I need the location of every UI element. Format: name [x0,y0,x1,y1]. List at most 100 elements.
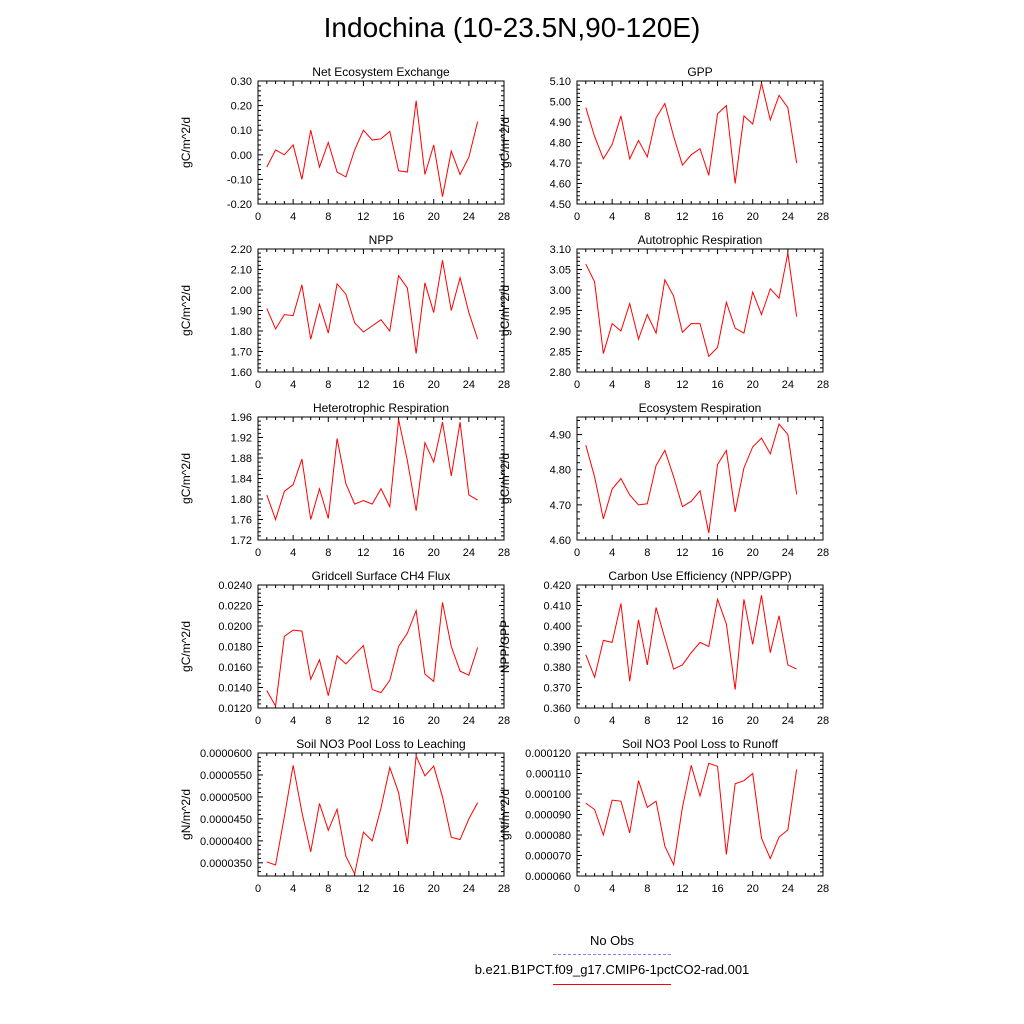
plot-frame [576,584,824,709]
plot-frame [257,80,505,205]
legend-line-no-obs [553,954,671,955]
y-tick-label: 0.0000450 [200,814,252,826]
y-axis-label: NPP/GPP [498,620,512,673]
panel-soil-no3-pool-loss-to-leaching: Soil NO3 Pool Loss to Leaching gN/m^2/d 0 4… [179,737,510,895]
x-tick-label: 28 [498,715,510,727]
x-tick-label: 8 [644,715,650,727]
panel-title: Carbon Use Efficiency (NPP/GPP) [608,569,791,583]
series-line-gpp [585,82,798,184]
series-line-npp [266,260,479,354]
plot-frame [257,752,505,877]
plot-frame [576,248,824,373]
x-tick-label: 8 [644,547,650,559]
x-tick-label: 12 [357,883,369,895]
series-line-heterotrophic-respiration [266,419,478,522]
x-tick-label: 0 [574,379,580,391]
y-tick-label: 0.0180 [218,642,252,654]
y-tick-label: 1.90 [231,306,252,318]
y-tick-label: 1.60 [231,367,252,379]
x-tick-label: 28 [817,883,829,895]
y-tick-label: 0.0000600 [200,748,252,760]
x-tick-label: 24 [782,547,794,559]
x-tick-label: 24 [782,211,794,223]
y-tick-label: 2.85 [550,347,571,359]
y-tick-label: 1.88 [231,453,252,465]
x-tick-label: 4 [609,883,615,895]
x-tick-label: 24 [463,379,475,391]
x-tick-label: 28 [498,883,510,895]
y-tick-label: 4.60 [550,535,571,547]
y-tick-label: 2.00 [231,285,252,297]
y-tick-label: 0.0160 [218,662,252,674]
x-tick-label: 0 [255,883,261,895]
y-tick-label: 0.420 [543,580,571,592]
y-axis-label: gN/m^2/d [179,789,193,840]
x-tick-label: 16 [711,715,723,727]
y-tick-label: 4.50 [550,199,571,211]
y-tick-label: 1.92 [231,433,252,445]
x-tick-label: 28 [498,379,510,391]
x-tick-label: 0 [574,547,580,559]
y-tick-label: 0.0240 [218,580,252,592]
panel-title: Heterotrophic Respiration [313,401,449,415]
panel-gpp: GPP gC/m^2/d 0 4 8 12 16 20 24 28 4.50 4.60 4.70 4.80… [498,65,829,223]
x-tick-label: 20 [428,211,440,223]
x-tick-label: 16 [392,715,404,727]
y-axis-label: gC/m^2/d [498,285,512,336]
y-tick-label: 0.400 [543,621,571,633]
x-tick-label: 28 [498,211,510,223]
y-tick-label: 0.410 [543,601,571,613]
y-tick-label: 2.20 [231,244,252,256]
x-tick-label: 20 [428,715,440,727]
panel-gridcell-surface-ch4-flux: Gridcell Surface CH4 Flux gC/m^2/d 0 4 8 12 16… [179,569,510,727]
y-tick-label: 1.84 [231,474,252,486]
y-tick-label: 3.00 [550,285,571,297]
x-tick-label: 4 [290,379,296,391]
x-tick-label: 16 [711,379,723,391]
y-axis-label: gC/m^2/d [179,621,193,672]
y-axis-label: gC/m^2/d [498,117,512,168]
y-tick-label: 1.70 [231,347,252,359]
y-tick-label: 0.000080 [525,830,571,842]
x-tick-label: 8 [325,883,331,895]
y-tick-label: 0.00 [231,150,252,162]
x-tick-label: 12 [357,715,369,727]
y-tick-label: 0.000070 [525,851,571,863]
x-tick-label: 12 [357,379,369,391]
y-tick-label: -0.10 [227,174,252,186]
x-tick-label: 8 [325,211,331,223]
x-tick-label: 12 [357,211,369,223]
x-tick-label: 16 [711,547,723,559]
x-tick-label: 20 [428,547,440,559]
series-line-ecosystem-respiration [585,422,798,534]
x-tick-label: 8 [325,379,331,391]
x-tick-label: 0 [255,547,261,559]
x-tick-label: 24 [782,715,794,727]
panel-soil-no3-pool-loss-to-runoff: Soil NO3 Pool Loss to Runoff gN/m^2/d 0 4 8 1… [498,737,829,895]
y-tick-label: 0.000120 [525,748,571,760]
panel-title: Gridcell Surface CH4 Flux [312,569,451,583]
series-line-net-ecosystem-exchange [266,100,479,197]
x-tick-label: 8 [325,547,331,559]
x-tick-label: 12 [357,547,369,559]
x-tick-label: 8 [644,379,650,391]
x-tick-label: 4 [290,211,296,223]
panel-title: Autotrophic Respiration [638,233,763,247]
series-line-gridcell-surface-ch4-flux [266,602,479,708]
legend-line-model-run [553,984,671,985]
x-tick-label: 0 [255,211,261,223]
x-tick-label: 24 [463,547,475,559]
y-tick-label: 2.95 [550,306,571,318]
page-title: Indochina (10-23.5N,90-120E) [323,12,701,43]
y-axis-label: gC/m^2/d [179,453,193,504]
x-tick-label: 0 [255,715,261,727]
y-tick-label: 2.80 [550,367,571,379]
y-tick-label: 0.0140 [218,683,252,695]
y-tick-label: 0.380 [543,662,571,674]
y-tick-label: 1.72 [231,535,252,547]
y-tick-label: 0.0000350 [200,858,252,870]
x-tick-label: 28 [817,715,829,727]
y-tick-label: 0.0000550 [200,770,252,782]
y-tick-label: 5.00 [550,97,571,109]
panel-title: GPP [687,65,712,79]
